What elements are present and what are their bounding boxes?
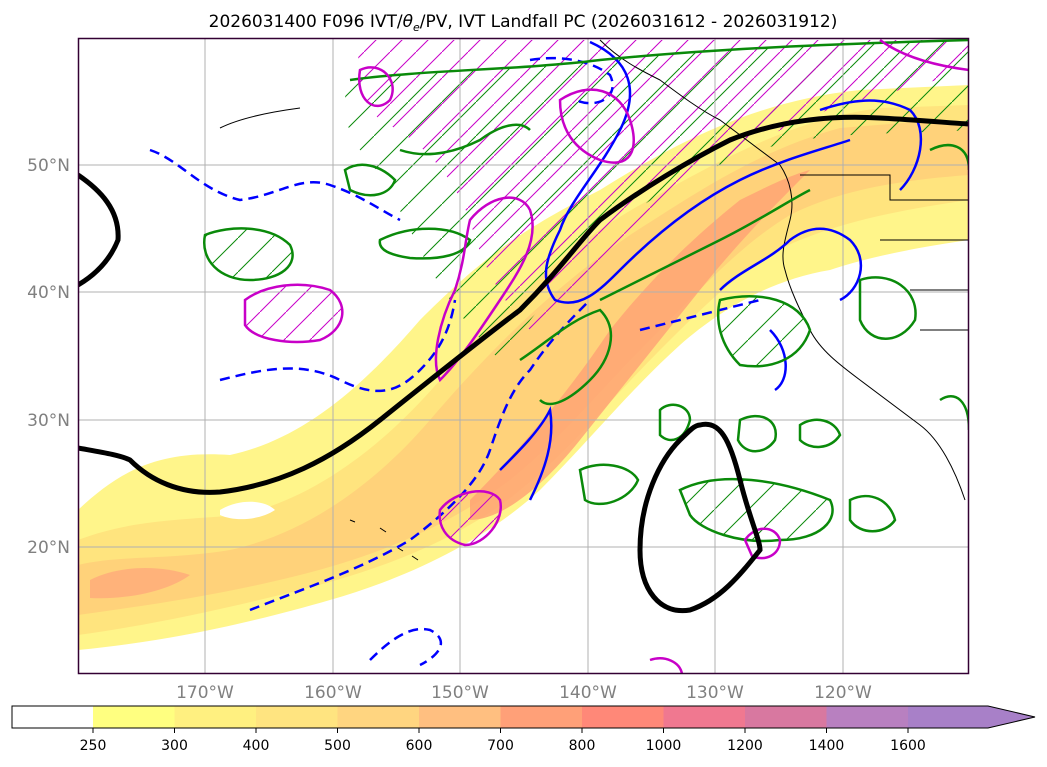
green-blob-5 xyxy=(736,414,778,453)
lon-label-160w: 160°W xyxy=(304,683,362,703)
green-blob-8 xyxy=(858,276,917,340)
lat-label-30: 30°N xyxy=(27,411,70,431)
green-blob-7 xyxy=(848,494,897,533)
landfall-pc-contours xyxy=(78,114,969,614)
colorbar-outline xyxy=(11,705,1036,729)
pv-contour-nw xyxy=(357,66,394,107)
blue-dashed-south xyxy=(249,299,591,612)
green-blob-west xyxy=(202,227,294,282)
lon-label-150w: 150°W xyxy=(431,683,489,703)
colorbar-tick-label: 1400 xyxy=(809,738,845,754)
colorbar-segment xyxy=(93,706,175,728)
green-blob-4 xyxy=(658,403,692,442)
green-central-1 xyxy=(519,308,613,406)
ivt-core-central xyxy=(470,170,810,520)
pv-hatch-north xyxy=(358,40,969,330)
blue-dashed-west xyxy=(219,299,457,393)
colorbar-tick-label: 400 xyxy=(243,738,270,754)
coastlines xyxy=(219,39,969,561)
lat-axis: 50°N 40°N 30°N 20°N xyxy=(27,156,70,558)
blue-dashed-sw xyxy=(369,627,443,667)
colorbar-tick-label: 800 xyxy=(569,738,596,754)
green-central-2 xyxy=(599,188,811,302)
colorbar-segment xyxy=(419,706,501,728)
blue-solid-north xyxy=(544,40,851,304)
landfall-pc-main xyxy=(78,114,969,495)
colorbar-segment xyxy=(174,706,256,728)
blue-dashed-north xyxy=(149,148,401,222)
colorbar-segment xyxy=(12,706,93,728)
lat-label-40: 40°N xyxy=(27,283,70,303)
blue-solid-ne xyxy=(819,99,923,191)
colorbar: 250 300 400 500 600 700 800 1000 1200 1400 1600 xyxy=(11,705,1036,754)
pv-contours xyxy=(243,38,969,674)
colorbar-segment xyxy=(826,706,908,728)
colorbar-tick-label: 1600 xyxy=(890,738,926,754)
colorbar-segment xyxy=(663,706,745,728)
green-north-edge xyxy=(349,38,969,82)
colorbar-tick-label: 700 xyxy=(487,738,514,754)
landfall-pc-south xyxy=(637,421,763,614)
colorbar-tick-label: 1200 xyxy=(727,738,763,754)
colorbar-tick-label: 500 xyxy=(324,738,351,754)
lon-axis: 170°W 160°W 150°W 140°W 130°W 120°W xyxy=(176,683,872,703)
blue-solid-coast xyxy=(719,227,863,302)
lon-label-170w: 170°W xyxy=(176,683,234,703)
ivt-core-west xyxy=(90,568,190,599)
colorbar-tick-label: 250 xyxy=(80,738,107,754)
colorbar-tick-label: 1000 xyxy=(646,738,682,754)
green-blob-1 xyxy=(343,163,397,197)
pv-contour-west xyxy=(243,283,344,344)
colorbar-segment xyxy=(256,706,338,728)
theta-hatch-south xyxy=(680,479,833,541)
colorbar-extend-triangle xyxy=(988,706,1035,728)
green-blob-coast xyxy=(716,295,812,368)
pv-contour-bottom xyxy=(649,657,684,674)
colorbar-segment xyxy=(745,706,827,728)
theta-hatch-west xyxy=(204,228,293,280)
lon-label-120w: 120°W xyxy=(814,683,872,703)
ivt-contour-600 xyxy=(78,120,969,615)
map-frame xyxy=(77,37,970,675)
blue-dashed-top xyxy=(529,56,614,105)
colorbar-segments xyxy=(12,706,1035,728)
theta-hatch-coast xyxy=(718,296,810,367)
green-blob-south xyxy=(678,477,834,543)
pv-contour-central xyxy=(434,196,534,383)
figure-title: 2026031400 F096 IVT/θe/PV, IVT Landfall … xyxy=(209,12,838,34)
colorbar-segment xyxy=(500,706,582,728)
blue-solid-baja xyxy=(769,329,787,392)
blue-contours xyxy=(149,40,923,667)
green-blob-2 xyxy=(378,227,472,260)
ivt-hole xyxy=(220,501,275,520)
landfall-pc-west xyxy=(78,172,121,288)
colorbar-segment xyxy=(337,706,419,728)
pv-contour-south xyxy=(438,490,503,547)
green-north-mid xyxy=(399,123,531,156)
pv-contour-ne xyxy=(879,38,969,72)
map-panel xyxy=(78,38,969,674)
colorbar-tick-label: 600 xyxy=(406,738,433,754)
lon-label-130w: 130°W xyxy=(686,683,744,703)
colorbar-tick-label: 300 xyxy=(161,738,188,754)
lat-label-50: 50°N xyxy=(27,156,70,176)
lon-label-140w: 140°W xyxy=(559,683,617,703)
pv-hatch-regions xyxy=(245,40,969,545)
colorbar-segment xyxy=(582,706,664,728)
green-blob-6 xyxy=(798,418,842,449)
colorbar-segment xyxy=(908,706,988,728)
blue-solid-central xyxy=(499,406,553,501)
pv-contour-north xyxy=(558,88,635,164)
green-blob-3 xyxy=(578,463,640,506)
colorbar-ticks: 250 300 400 500 600 700 800 1000 1200 1400 1600 xyxy=(80,728,926,754)
pv-hatch-south xyxy=(439,491,501,545)
pv-hatch-west xyxy=(245,284,343,342)
lat-label-20: 20°N xyxy=(27,538,70,558)
